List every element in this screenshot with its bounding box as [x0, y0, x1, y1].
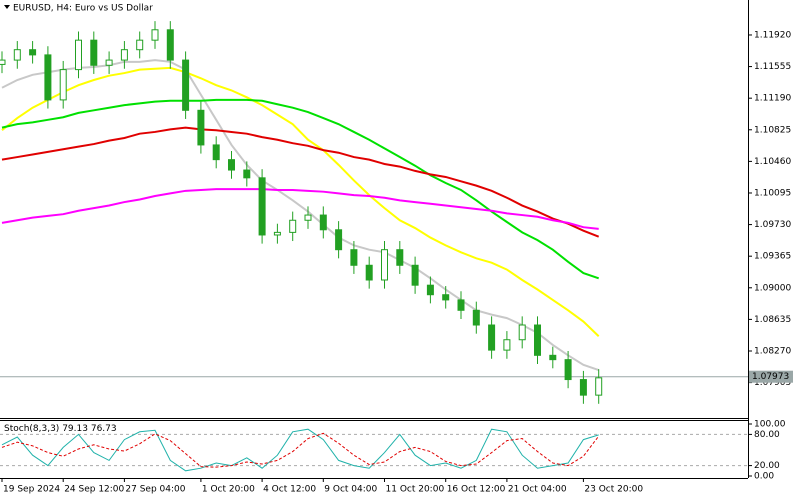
candle-body [304, 214, 312, 221]
candle-body [151, 29, 159, 41]
moving-average [1, 188, 599, 230]
candle-body [442, 294, 450, 301]
candle-body [335, 229, 343, 251]
candle-body [105, 59, 113, 66]
indicator-signal-value: 76.73 [91, 424, 117, 434]
x-tick-label: 23 Oct 20:00 [584, 485, 643, 495]
candle-body [472, 309, 480, 326]
x-tick-label: 24 Sep 12:00 [64, 485, 124, 495]
stoch-line [1, 428, 599, 472]
y-tick-label: 1.07905 [754, 378, 791, 388]
candle-body [258, 177, 266, 236]
x-tick-label: 16 Oct 12:00 [447, 485, 506, 495]
candle-body [29, 49, 37, 56]
candle-body [243, 169, 251, 179]
candle-body [365, 264, 373, 281]
x-tick-label: 4 Oct 12:00 [263, 485, 316, 495]
candle-body [289, 219, 297, 233]
candle-body [90, 39, 98, 66]
candle-body [44, 54, 52, 101]
last-price-box [749, 370, 793, 383]
y-tick-label: 1.11920 [754, 30, 791, 40]
candle-body [457, 299, 465, 311]
y-tick-label: 1.11190 [754, 94, 791, 104]
last-price-label: 1.07973 [752, 372, 789, 382]
y-tick-label: 100.00 [754, 420, 786, 430]
y-tick-label: 1.09730 [754, 220, 791, 230]
y-tick-label: 1.10460 [754, 157, 791, 167]
chart-title: EURUSD, H4: Euro vs US Dollar [13, 4, 153, 14]
y-tick-label: 80.00 [754, 430, 780, 440]
candle-body [411, 264, 419, 286]
candle-body [197, 109, 205, 146]
y-tick-label: 20.00 [754, 461, 780, 471]
candle-body [75, 39, 82, 71]
candle-body [579, 379, 587, 396]
moving-average [1, 59, 600, 371]
candle-body [319, 214, 327, 231]
candle-body [564, 359, 572, 381]
y-tick-label: 1.08270 [754, 346, 791, 356]
candle-body [0, 59, 6, 65]
candle-body [595, 377, 603, 396]
y-tick-label: 1.11555 [754, 62, 791, 72]
x-tick-label: 27 Sep 04:00 [125, 485, 185, 495]
candle-body [182, 59, 190, 111]
candle-body [534, 324, 541, 356]
candle-body [381, 249, 388, 281]
candle-body [59, 69, 67, 101]
moving-average [1, 98, 600, 280]
candle-body [13, 49, 21, 61]
moving-average [1, 126, 600, 238]
candle-body [350, 249, 358, 266]
y-tick-label: 1.10095 [754, 188, 791, 198]
candle-body [166, 29, 174, 61]
candle-body [518, 324, 526, 341]
indicator-name: Stoch(8,3,3) [4, 424, 59, 434]
moving-average [1, 66, 600, 337]
y-tick-label: 1.10825 [754, 125, 791, 135]
candle-body [228, 159, 235, 171]
candle-body [212, 144, 220, 161]
x-tick-label: 1 Oct 20:00 [202, 485, 255, 495]
x-tick-label: 21 Oct 04:00 [508, 485, 567, 495]
stoch-line [1, 432, 600, 468]
y-tick-label: 1.09365 [754, 252, 791, 262]
x-tick-label: 19 Sep 2024 [3, 485, 60, 495]
indicator-title: Stoch(8,3,3) 79.13 76.73 [4, 424, 117, 434]
candle-body [549, 354, 557, 361]
x-tick-label: 11 Oct 20:00 [386, 485, 445, 495]
candle-body [396, 249, 404, 266]
candle-body [120, 49, 128, 61]
title-icon [4, 5, 10, 9]
candle-body [503, 339, 511, 351]
x-tick-label: 9 Oct 04:00 [324, 485, 377, 495]
candle-body [488, 324, 496, 351]
candle-body [136, 39, 144, 51]
candle-body [426, 284, 434, 296]
y-tick-label: 1.09000 [754, 283, 791, 293]
y-tick-label: 0.00 [754, 472, 774, 482]
indicator-main-value: 79.13 [62, 424, 88, 434]
y-tick-label: 1.08635 [754, 315, 791, 325]
candle-body [273, 231, 281, 236]
